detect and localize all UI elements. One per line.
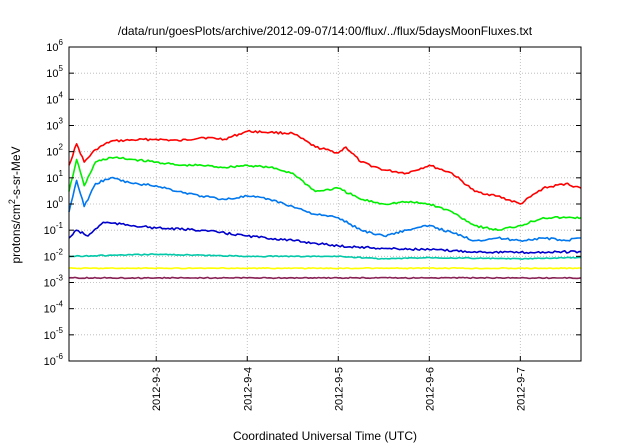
y-tick-exponent: 5 bbox=[59, 64, 64, 73]
y-tick-exponent: -4 bbox=[56, 300, 64, 309]
y-tick-base: 10 bbox=[46, 42, 58, 54]
x-tick-labels: 2012-9-3 2012-9-4 2012-9-5 2012-9-6 2012-9-7 bbox=[151, 367, 527, 411]
series-line bbox=[68, 156, 582, 231]
y-tick-exponent: 4 bbox=[59, 90, 64, 99]
y-tick-base: 10 bbox=[44, 225, 56, 237]
y-tick-exponent: 3 bbox=[59, 117, 64, 126]
y-axis-label: protons/cm2-s-sr-MeV bbox=[7, 146, 23, 263]
y-axis-label-suffix: -s-sr-MeV bbox=[9, 146, 23, 199]
y-tick-base: 10 bbox=[46, 173, 58, 185]
y-tick-exponent: -1 bbox=[56, 221, 64, 230]
y-tick-base: 10 bbox=[46, 68, 58, 80]
y-tick-base: 10 bbox=[46, 147, 58, 159]
axis-ticks bbox=[69, 46, 581, 362]
x-tick-label: 2012-9-4 bbox=[242, 367, 254, 411]
series-line bbox=[68, 176, 581, 242]
x-tick-label: 2012-9-5 bbox=[333, 367, 345, 411]
y-tick-exponent: 6 bbox=[59, 38, 64, 47]
y-axis-label-superscript: 2 bbox=[7, 199, 17, 204]
y-tick-labels: 10-610-510-410-310-210-11001011021031041… bbox=[44, 38, 64, 368]
series-line bbox=[68, 253, 581, 260]
y-tick-base: 10 bbox=[46, 199, 58, 211]
y-tick-label: 106 bbox=[46, 38, 63, 54]
series-line bbox=[68, 221, 582, 255]
y-tick-label: 10-6 bbox=[44, 352, 64, 368]
y-tick-exponent: -6 bbox=[56, 352, 64, 361]
y-tick-label: 105 bbox=[46, 64, 63, 80]
y-tick-exponent: -5 bbox=[56, 326, 64, 335]
series-layer bbox=[68, 129, 582, 280]
y-tick-base: 10 bbox=[44, 304, 56, 316]
y-tick-exponent: 0 bbox=[59, 195, 64, 204]
y-tick-label: 103 bbox=[46, 117, 63, 133]
series-line bbox=[68, 276, 582, 280]
x-axis-label: Coordinated Universal Time (UTC) bbox=[233, 429, 417, 443]
y-tick-label: 101 bbox=[46, 169, 63, 185]
y-tick-base: 10 bbox=[44, 330, 56, 342]
plot-frame bbox=[68, 46, 582, 362]
series-line bbox=[68, 129, 582, 205]
y-tick-exponent: -2 bbox=[56, 247, 64, 256]
y-tick-base: 10 bbox=[44, 278, 56, 290]
chart-title: /data/run/goesPlots/archive/2012-09-07/1… bbox=[118, 24, 533, 38]
y-tick-exponent: 1 bbox=[59, 169, 64, 178]
series-line bbox=[68, 267, 582, 270]
y-tick-label: 10-2 bbox=[44, 247, 64, 263]
y-tick-label: 10-5 bbox=[44, 326, 64, 342]
y-tick-exponent: 2 bbox=[59, 143, 64, 152]
y-tick-base: 10 bbox=[46, 94, 58, 106]
x-tick-label: 2012-9-7 bbox=[515, 367, 527, 411]
x-tick-label: 2012-9-3 bbox=[151, 367, 163, 411]
y-tick-base: 10 bbox=[46, 121, 58, 133]
y-tick-base: 10 bbox=[44, 356, 56, 368]
y-axis-label-prefix: protons/cm bbox=[9, 204, 23, 263]
y-tick-label: 10-4 bbox=[44, 300, 64, 316]
y-tick-label: 100 bbox=[46, 195, 63, 211]
y-tick-label: 10-1 bbox=[44, 221, 64, 237]
y-tick-label: 102 bbox=[46, 143, 63, 159]
grid bbox=[69, 47, 581, 361]
y-tick-base: 10 bbox=[44, 251, 56, 263]
y-tick-label: 10-3 bbox=[44, 274, 64, 290]
y-tick-exponent: -3 bbox=[56, 274, 64, 283]
x-tick-label: 2012-9-6 bbox=[424, 367, 436, 411]
y-tick-label: 104 bbox=[46, 90, 63, 106]
